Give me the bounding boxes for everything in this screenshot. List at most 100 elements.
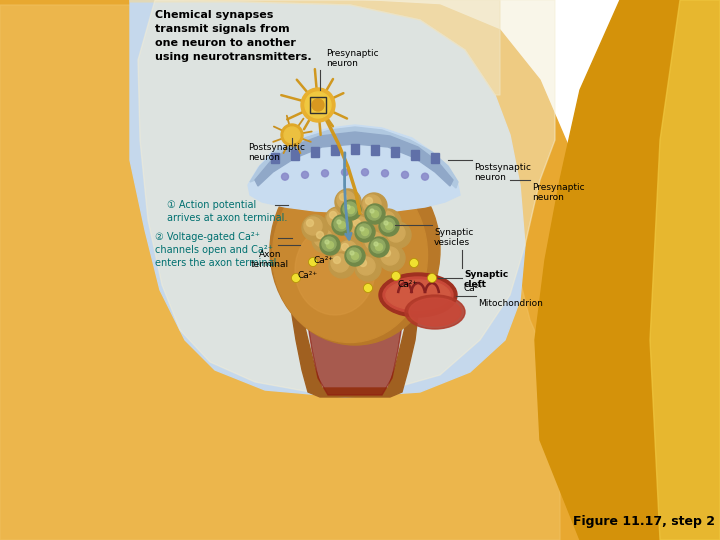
Polygon shape — [351, 144, 359, 154]
Circle shape — [367, 234, 374, 241]
Circle shape — [345, 246, 365, 266]
Polygon shape — [431, 153, 439, 163]
Text: ① Action potential
arrives at axon terminal.: ① Action potential arrives at axon termi… — [167, 200, 287, 223]
Polygon shape — [130, 0, 500, 95]
Circle shape — [387, 224, 405, 242]
Circle shape — [367, 206, 381, 220]
Circle shape — [327, 209, 345, 227]
Circle shape — [308, 258, 318, 267]
Text: Chemical synapses
transmit signals from
one neuron to another
using neurotransmi: Chemical synapses transmit signals from … — [155, 10, 312, 62]
Circle shape — [361, 169, 369, 176]
Text: Figure 11.17, step 2: Figure 11.17, step 2 — [573, 515, 715, 528]
Circle shape — [325, 207, 351, 233]
Circle shape — [343, 202, 357, 216]
Circle shape — [349, 215, 375, 241]
Circle shape — [384, 249, 390, 256]
Circle shape — [365, 232, 383, 250]
Circle shape — [357, 257, 375, 275]
Circle shape — [284, 127, 300, 143]
Circle shape — [359, 260, 366, 267]
Circle shape — [355, 222, 375, 242]
Circle shape — [347, 248, 361, 262]
Polygon shape — [130, 0, 525, 397]
Circle shape — [302, 215, 328, 241]
Circle shape — [322, 170, 328, 177]
Circle shape — [410, 259, 418, 267]
Polygon shape — [535, 0, 720, 540]
Polygon shape — [271, 153, 279, 163]
Text: Synaptic
cleft: Synaptic cleft — [464, 270, 508, 289]
Circle shape — [360, 227, 364, 231]
Circle shape — [357, 224, 371, 238]
Circle shape — [355, 255, 381, 281]
Circle shape — [351, 217, 369, 235]
Circle shape — [384, 221, 388, 225]
Circle shape — [302, 171, 308, 178]
Circle shape — [375, 209, 401, 235]
Polygon shape — [0, 5, 560, 540]
Circle shape — [340, 193, 346, 200]
Circle shape — [354, 219, 361, 226]
Ellipse shape — [272, 167, 428, 342]
Circle shape — [301, 88, 335, 122]
Circle shape — [312, 227, 338, 253]
Circle shape — [314, 229, 332, 247]
Polygon shape — [255, 132, 453, 186]
Circle shape — [334, 217, 348, 231]
Text: Ca²⁺: Ca²⁺ — [397, 280, 417, 289]
Circle shape — [381, 218, 395, 232]
Polygon shape — [331, 145, 339, 155]
Text: Synaptic
vesicles: Synaptic vesicles — [434, 228, 473, 247]
Circle shape — [385, 222, 392, 230]
Text: Mitochondrion: Mitochondrion — [478, 299, 543, 308]
Circle shape — [377, 211, 395, 229]
Circle shape — [304, 217, 322, 235]
Circle shape — [361, 193, 387, 219]
Circle shape — [317, 232, 323, 239]
Circle shape — [337, 220, 341, 224]
Text: Ca²⁺: Ca²⁺ — [297, 271, 317, 280]
Circle shape — [322, 237, 336, 251]
Ellipse shape — [379, 273, 457, 317]
Polygon shape — [290, 290, 420, 397]
Circle shape — [348, 206, 354, 213]
Circle shape — [402, 171, 408, 178]
Polygon shape — [291, 150, 299, 160]
Ellipse shape — [383, 277, 453, 313]
Circle shape — [385, 222, 411, 248]
Text: Postsynaptic
neuron: Postsynaptic neuron — [248, 143, 305, 163]
Circle shape — [341, 200, 361, 220]
Ellipse shape — [405, 295, 465, 329]
Circle shape — [325, 240, 329, 244]
Polygon shape — [411, 150, 419, 160]
Circle shape — [341, 169, 348, 176]
Circle shape — [337, 239, 363, 265]
Circle shape — [305, 92, 331, 118]
Circle shape — [337, 191, 355, 209]
Circle shape — [292, 273, 300, 282]
Circle shape — [339, 241, 357, 259]
Circle shape — [381, 247, 399, 265]
Circle shape — [365, 204, 385, 224]
Ellipse shape — [270, 155, 440, 345]
Polygon shape — [311, 147, 319, 157]
Circle shape — [379, 213, 387, 220]
Circle shape — [326, 241, 333, 248]
Circle shape — [350, 251, 354, 255]
Circle shape — [320, 235, 340, 255]
Circle shape — [335, 189, 361, 215]
Circle shape — [282, 173, 289, 180]
Text: Ca²⁺: Ca²⁺ — [464, 284, 484, 293]
Ellipse shape — [386, 280, 450, 310]
Ellipse shape — [295, 225, 375, 315]
Circle shape — [363, 230, 389, 256]
Polygon shape — [305, 298, 405, 395]
Circle shape — [376, 244, 382, 251]
Circle shape — [363, 195, 381, 213]
Text: Presynaptic
neuron: Presynaptic neuron — [532, 183, 585, 202]
Circle shape — [330, 212, 336, 219]
Polygon shape — [138, 0, 555, 392]
Circle shape — [369, 237, 389, 257]
Text: ② Voltage-gated Ca²⁺
channels open and Ca²⁺
enters the axon terminal.: ② Voltage-gated Ca²⁺ channels open and C… — [155, 232, 279, 268]
Circle shape — [341, 244, 348, 251]
